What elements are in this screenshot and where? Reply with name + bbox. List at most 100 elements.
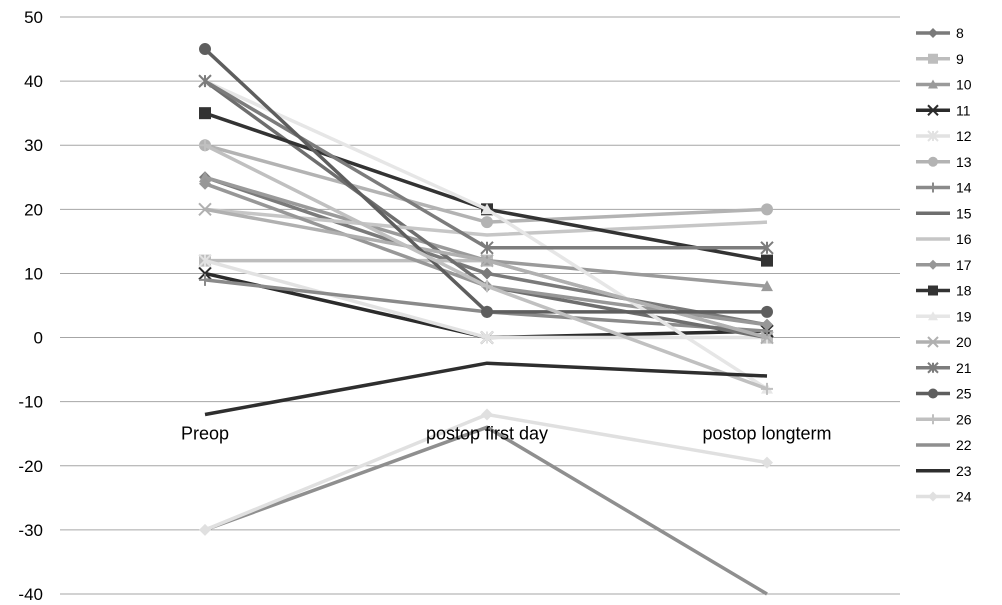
data-point xyxy=(928,79,938,89)
data-point xyxy=(480,253,494,268)
data-point xyxy=(761,318,773,331)
data-point xyxy=(761,456,773,469)
x-category-label: postop first day xyxy=(426,424,548,444)
legend-entry: 16 xyxy=(916,231,972,247)
series-line xyxy=(204,425,768,596)
legend-entry: 25 xyxy=(916,386,972,402)
series-13 xyxy=(199,139,773,229)
data-point xyxy=(760,241,774,255)
data-point xyxy=(199,171,211,183)
data-point xyxy=(199,107,211,120)
data-point xyxy=(198,253,212,268)
legend-label: 15 xyxy=(956,205,972,221)
data-point xyxy=(481,203,493,215)
y-tick-label: 40 xyxy=(24,72,43,91)
data-point xyxy=(199,139,211,152)
data-point xyxy=(199,43,211,56)
series-line xyxy=(204,143,768,391)
series-22 xyxy=(204,425,768,596)
data-point xyxy=(928,28,938,38)
series-23 xyxy=(204,361,768,417)
legend-entry: 20 xyxy=(916,334,972,350)
series-line xyxy=(204,361,768,417)
series-9 xyxy=(199,254,773,344)
legend-label: 16 xyxy=(956,231,972,247)
data-point xyxy=(928,491,938,502)
legend-entry: 18 xyxy=(916,283,972,299)
data-point xyxy=(928,156,938,167)
legend-entry: 17 xyxy=(916,257,972,273)
series-26 xyxy=(199,139,773,395)
data-point xyxy=(928,53,938,64)
legend-label: 11 xyxy=(956,102,971,118)
legend-label: 24 xyxy=(956,489,972,505)
data-point xyxy=(761,305,773,318)
y-tick-label: 0 xyxy=(34,329,43,348)
data-point xyxy=(481,216,493,229)
legend: 8 9 10 11 12 13 14 15 16 17 18 19 20 21 25 26 22 23 24 xyxy=(916,25,972,505)
legend-label: 17 xyxy=(956,257,972,273)
y-tick-label: -40 xyxy=(18,585,43,604)
data-point xyxy=(761,280,773,292)
data-point xyxy=(198,74,212,88)
legend-label: 13 xyxy=(956,154,972,170)
y-tick-label: 10 xyxy=(24,264,43,283)
data-point xyxy=(761,203,773,216)
legend-entry: 24 xyxy=(916,489,972,505)
legend-entry: 9 xyxy=(916,51,964,67)
y-tick-label: 20 xyxy=(24,200,43,219)
y-axis: -40 -30 -20 -10 0 10 20 30 40 50 xyxy=(18,8,43,604)
legend-label: 19 xyxy=(956,308,972,324)
legend-label: 23 xyxy=(956,463,972,479)
series-lines xyxy=(198,43,774,596)
legend-entry: 21 xyxy=(916,360,972,376)
data-point xyxy=(198,202,212,217)
legend-label: 25 xyxy=(956,386,972,402)
legend-label: 14 xyxy=(956,180,972,196)
legend-label: 12 xyxy=(956,128,972,144)
data-point xyxy=(199,273,211,286)
legend-label: 10 xyxy=(956,77,972,93)
legend-entry: 10 xyxy=(916,77,972,93)
data-point xyxy=(481,408,493,421)
legend-label: 21 xyxy=(956,360,972,376)
y-tick-label: -30 xyxy=(18,521,43,540)
series-12 xyxy=(198,253,774,345)
legend-entry: 19 xyxy=(916,308,972,324)
legend-entry: 12 xyxy=(916,128,972,144)
legend-entry: 14 xyxy=(916,180,972,196)
data-point xyxy=(198,266,212,281)
data-point xyxy=(481,267,493,280)
data-point xyxy=(761,382,773,395)
y-tick-label: -10 xyxy=(18,393,43,412)
series-24 xyxy=(199,408,773,536)
legend-label: 9 xyxy=(956,51,964,67)
series-25 xyxy=(199,43,773,318)
data-point xyxy=(927,104,939,116)
data-point xyxy=(928,259,938,270)
legend-label: 26 xyxy=(956,411,972,427)
legend-entry: 22 xyxy=(916,437,972,453)
data-point xyxy=(927,130,939,142)
data-point xyxy=(481,305,493,318)
data-point xyxy=(928,285,938,296)
y-tick-label: 30 xyxy=(24,136,43,155)
data-point xyxy=(927,336,939,348)
legend-entry: 23 xyxy=(916,463,972,479)
data-point xyxy=(928,182,938,193)
data-point xyxy=(761,254,773,267)
data-point xyxy=(928,311,938,321)
data-point xyxy=(199,523,211,536)
category-labels: Preop postop first day postop longterm xyxy=(181,424,832,444)
legend-entry: 15 xyxy=(916,205,972,221)
legend-label: 20 xyxy=(956,334,972,350)
data-point xyxy=(928,414,938,425)
legend-entry: 26 xyxy=(916,411,972,427)
data-point xyxy=(199,177,211,190)
x-category-label: postop longterm xyxy=(702,424,831,444)
data-point xyxy=(480,241,494,255)
legend-entry: 11 xyxy=(916,102,971,118)
legend-entry: 8 xyxy=(916,25,964,41)
data-point xyxy=(928,388,938,399)
